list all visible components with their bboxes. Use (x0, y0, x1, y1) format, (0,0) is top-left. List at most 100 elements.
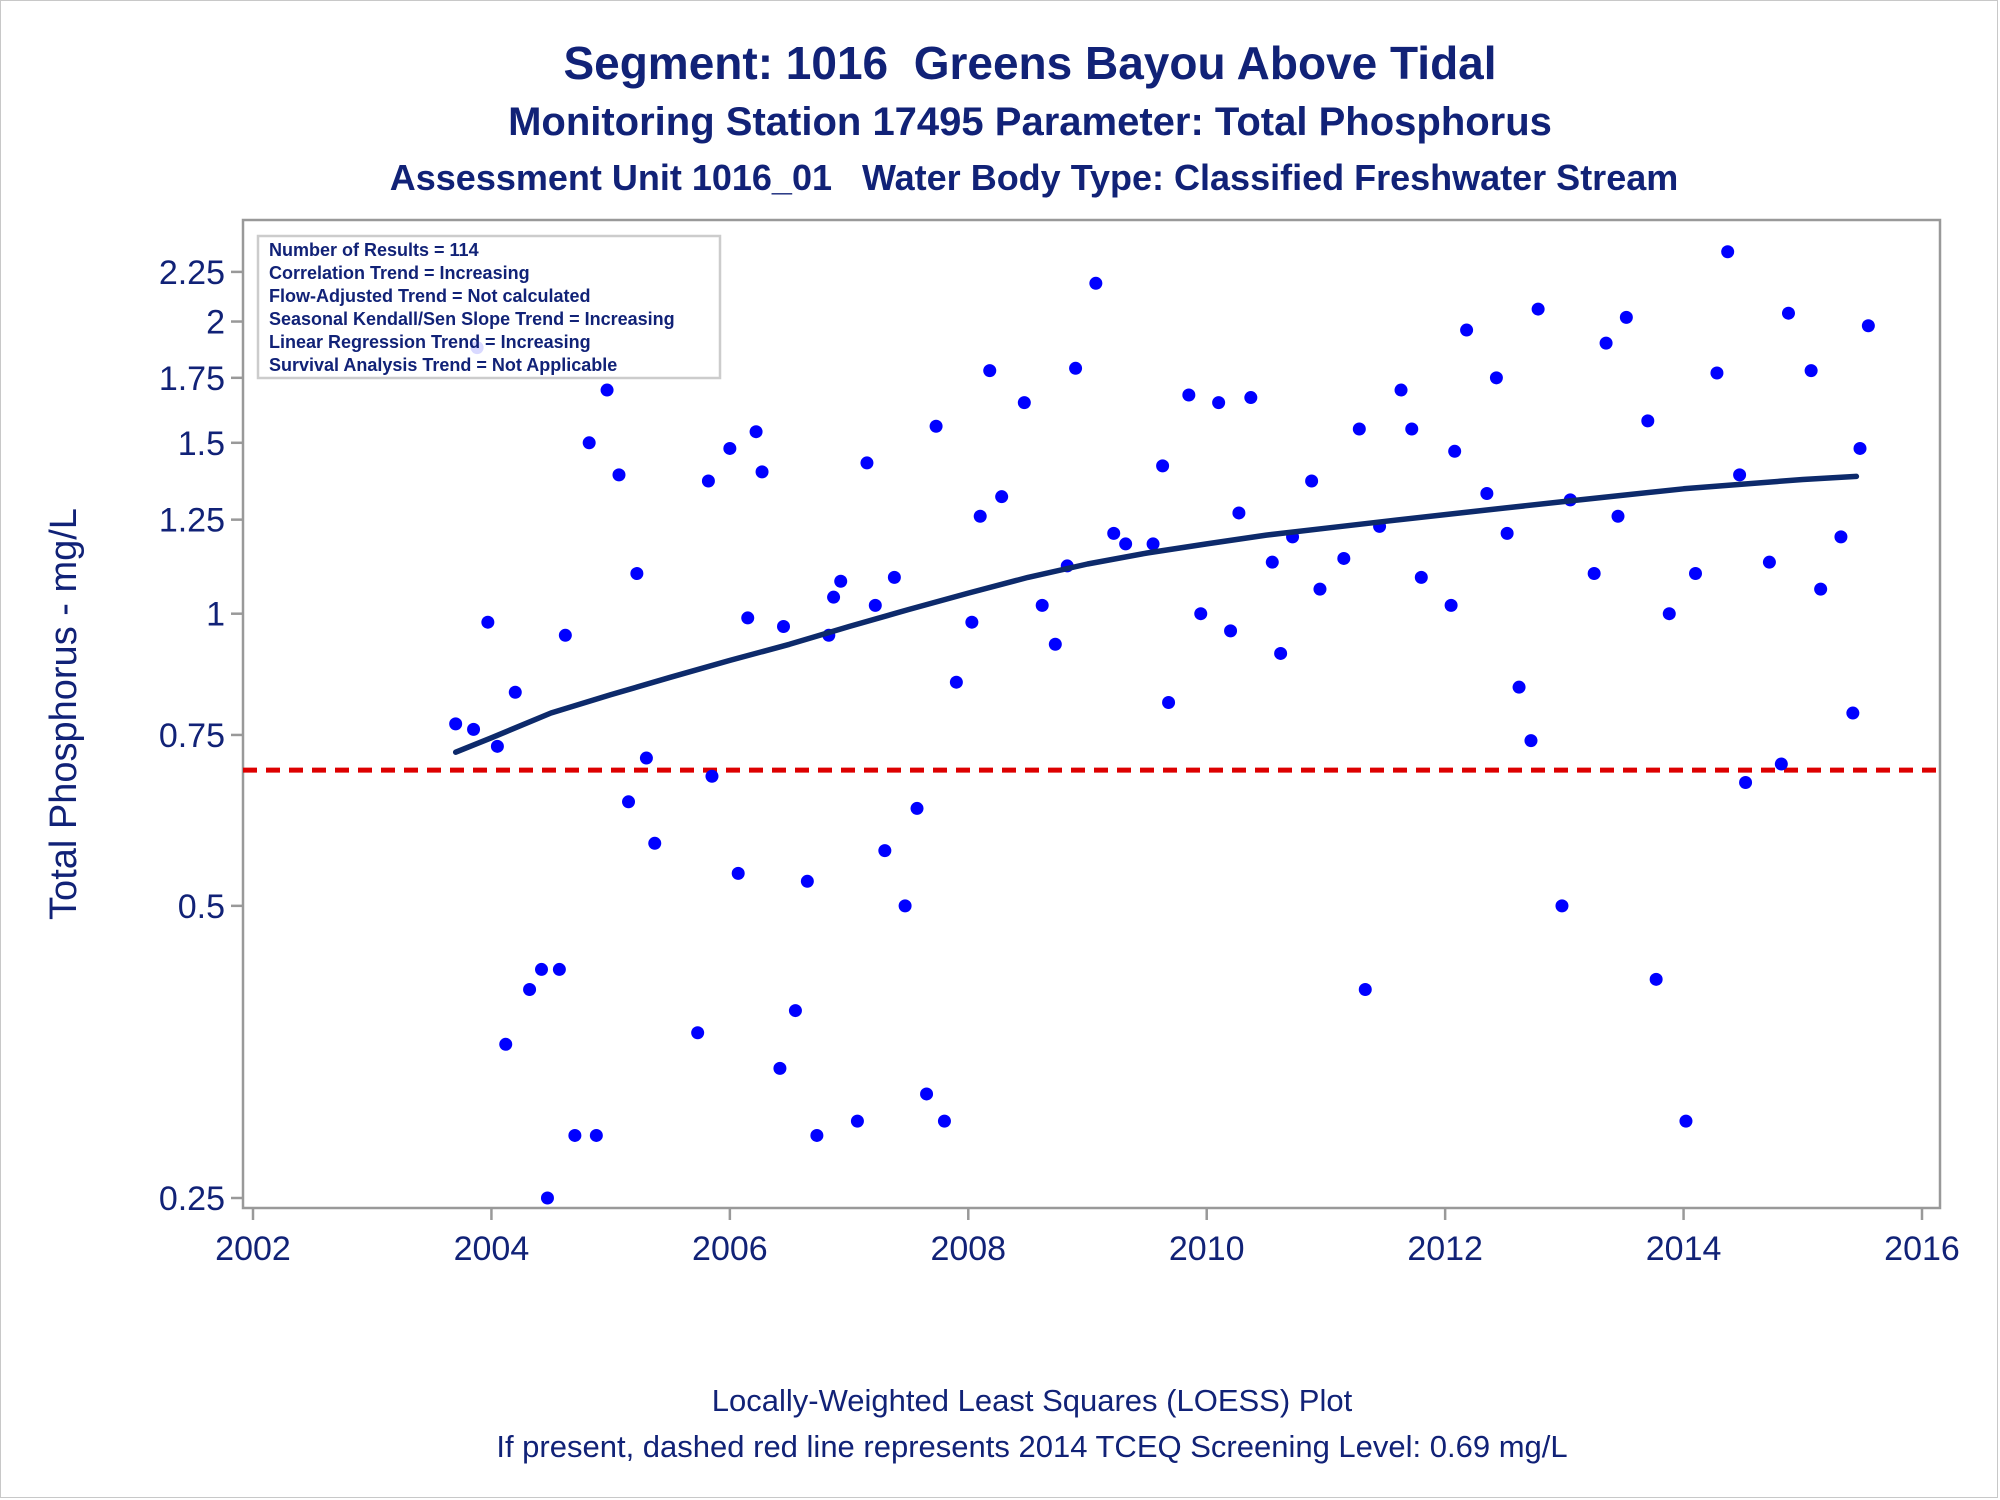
data-point (1524, 734, 1538, 748)
stats-inset-line: Correlation Trend = Increasing (269, 263, 530, 283)
data-point (1048, 637, 1062, 651)
data-point (622, 795, 636, 809)
data-point (600, 383, 614, 397)
data-point (1405, 422, 1419, 436)
data-point (630, 567, 644, 581)
stats-inset-line: Survival Analysis Trend = Not Applicable (269, 355, 617, 375)
data-point (983, 364, 997, 378)
data-point (1460, 323, 1474, 337)
data-point (949, 675, 963, 689)
data-point (788, 1004, 802, 1018)
data-point (898, 899, 912, 913)
data-point (490, 739, 504, 753)
data-point (639, 751, 653, 765)
data-point (1194, 607, 1208, 621)
data-point (1017, 396, 1031, 410)
data-point (1448, 444, 1462, 458)
data-point (1814, 582, 1828, 596)
data-point (1531, 302, 1545, 316)
x-tick-label: 2016 (1884, 1230, 1960, 1268)
loess-curve (452, 473, 1860, 755)
x-tick-label: 2010 (1169, 1230, 1245, 1268)
data-point (1555, 899, 1569, 913)
data-point (1146, 537, 1160, 551)
x-tick-label: 2002 (215, 1230, 291, 1268)
data-point (1721, 245, 1735, 259)
stats-inset-line: Linear Regression Trend = Increasing (269, 332, 591, 352)
data-point (1414, 570, 1428, 584)
data-point (755, 465, 769, 479)
data-point (1107, 526, 1121, 540)
y-tick-label: 1.5 (178, 425, 225, 463)
data-point (568, 1128, 582, 1142)
data-point (1337, 551, 1351, 565)
data-point (860, 456, 874, 470)
data-point (920, 1087, 934, 1101)
data-point (1662, 607, 1676, 621)
data-point (1489, 371, 1503, 385)
data-point (850, 1114, 864, 1128)
y-tick-label: 0.75 (159, 717, 225, 755)
x-tick-label: 2008 (930, 1230, 1006, 1268)
data-point (827, 590, 841, 604)
data-point (552, 962, 566, 976)
y-tick-label: 1.75 (159, 360, 225, 398)
data-point (1739, 775, 1753, 789)
footnote-loess: Locally-Weighted Least Squares (LOESS) P… (711, 1383, 1353, 1418)
data-point (1274, 646, 1288, 660)
data-point (705, 769, 719, 783)
y-axis-title: Total Phosphorus - mg/L (43, 508, 85, 920)
data-point (741, 611, 755, 625)
data-point (1232, 506, 1246, 520)
data-point (523, 982, 537, 996)
data-point (1710, 366, 1724, 380)
data-point (1762, 555, 1776, 569)
data-point (1035, 598, 1049, 612)
data-point (1649, 972, 1663, 986)
data-point (887, 570, 901, 584)
data-point (534, 962, 548, 976)
data-point (731, 866, 745, 880)
y-tick-label: 0.5 (178, 888, 225, 926)
data-point (499, 1037, 513, 1051)
stats-inset-line: Number of Results = 114 (269, 240, 479, 260)
data-point (1156, 459, 1170, 473)
data-point (1224, 624, 1238, 638)
data-point (1512, 680, 1526, 694)
data-point (834, 574, 848, 588)
data-point (1781, 306, 1795, 320)
data-point (1688, 567, 1702, 581)
data-point (1733, 468, 1747, 482)
data-point (1679, 1114, 1693, 1128)
data-point (540, 1191, 554, 1205)
data-point (1774, 757, 1788, 771)
data-point (612, 468, 626, 482)
stats-inset-line: Seasonal Kendall/Sen Slope Trend = Incre… (269, 309, 675, 329)
data-point (1619, 310, 1633, 324)
data-point (1846, 706, 1860, 720)
data-point (701, 474, 715, 488)
y-tick-label: 2.25 (159, 254, 225, 292)
chart-title: Segment: 1016 Greens Bayou Above Tidal (563, 37, 1497, 89)
data-point (1089, 276, 1103, 290)
data-point (1587, 567, 1601, 581)
data-point (800, 874, 814, 888)
data-point (868, 598, 882, 612)
data-point (937, 1114, 951, 1128)
data-point (449, 717, 463, 731)
data-point (1119, 537, 1133, 551)
data-point (1480, 486, 1494, 500)
x-tick-label: 2006 (692, 1230, 768, 1268)
plot-area-frame (241, 218, 1942, 1210)
data-point (1069, 361, 1083, 375)
data-point (1641, 414, 1655, 428)
data-point (1313, 582, 1327, 596)
data-point (810, 1128, 824, 1142)
data-point (995, 490, 1009, 504)
data-point (723, 441, 737, 455)
data-point (582, 436, 596, 450)
data-point (481, 615, 495, 629)
y-tick-label: 1.25 (159, 502, 225, 540)
data-point (1853, 441, 1867, 455)
data-point (648, 836, 662, 850)
